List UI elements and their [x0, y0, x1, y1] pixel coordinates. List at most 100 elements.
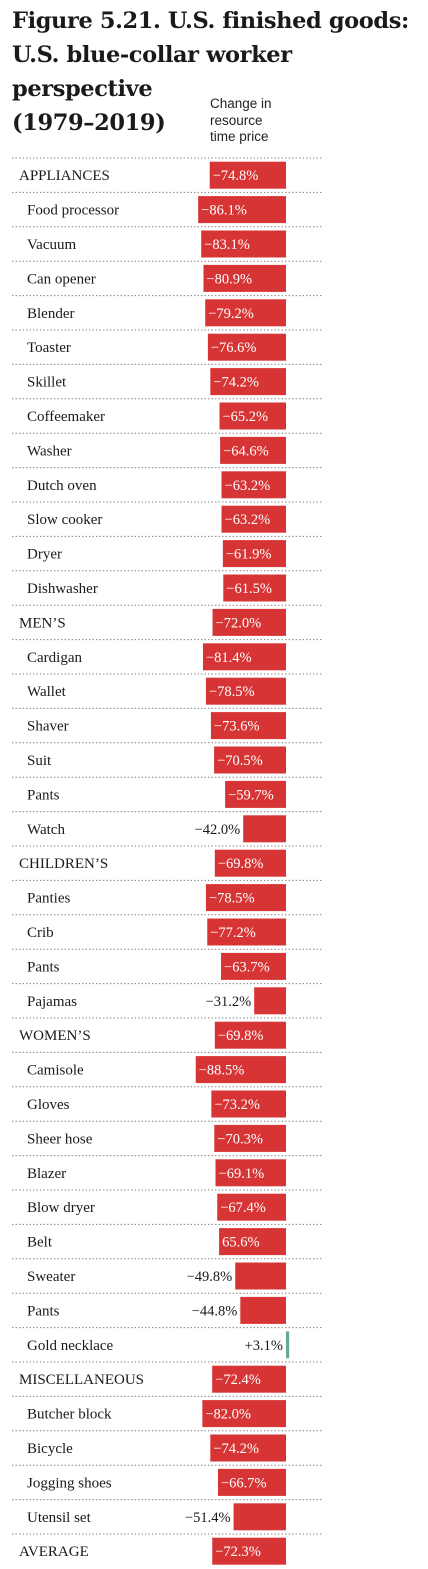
- row-label: Pants: [27, 1303, 60, 1319]
- bar: [254, 987, 286, 1015]
- data-label: −81.4%: [206, 650, 252, 666]
- bar: [202, 1400, 286, 1428]
- data-label: −66.7%: [221, 1475, 267, 1491]
- column-header: Change in resource time price: [210, 96, 300, 146]
- category-label: WOMEN’S: [19, 1028, 91, 1044]
- row-label: Wallet: [27, 684, 67, 700]
- data-label: −65.2%: [222, 409, 268, 425]
- row-label: Toaster: [27, 340, 71, 356]
- data-label: −88.5%: [199, 1063, 245, 1079]
- data-label: −74.8%: [213, 168, 259, 184]
- bar: [233, 1503, 286, 1531]
- bar: [222, 540, 286, 568]
- row-label: Utensil set: [27, 1510, 92, 1526]
- bar: [217, 1468, 286, 1496]
- row-label: Panties: [27, 891, 70, 907]
- data-label: −76.6%: [211, 340, 257, 356]
- bar: [198, 196, 286, 224]
- bar: [212, 1365, 286, 1393]
- row-label: Dutch oven: [27, 478, 97, 494]
- data-label: −67.4%: [220, 1200, 266, 1216]
- row-label: Jogging shoes: [27, 1475, 112, 1491]
- data-label: −69.8%: [218, 1028, 264, 1044]
- row-label: Butcher block: [27, 1407, 112, 1423]
- category-label: MEN’S: [19, 615, 66, 631]
- bar: [210, 712, 286, 740]
- data-label: −72.3%: [215, 1544, 261, 1560]
- data-label: −59.7%: [228, 787, 274, 803]
- data-label: −31.2%: [206, 994, 252, 1010]
- row-label: Skillet: [27, 375, 67, 391]
- title-line-1: Figure 5.21. U.S. finished goods:: [12, 8, 409, 34]
- bar: [205, 677, 286, 705]
- row-label: Dishwasher: [27, 581, 98, 597]
- bar: [217, 1193, 286, 1221]
- bar: [210, 1434, 286, 1462]
- column-header-line-1: Change in: [210, 96, 272, 111]
- bar: [205, 884, 286, 912]
- bar: [209, 161, 286, 189]
- row-label: Crib: [27, 925, 54, 941]
- data-label: −86.1%: [201, 203, 247, 219]
- row-label: Dryer: [27, 547, 62, 563]
- row-label: Camisole: [27, 1063, 84, 1079]
- data-label: −61.9%: [226, 547, 272, 563]
- data-label: −74.2%: [213, 1441, 259, 1457]
- row-label: Blender: [27, 306, 74, 322]
- data-label: −78.5%: [209, 684, 255, 700]
- category-label: MISCELLANEOUS: [19, 1372, 144, 1388]
- title-line-2: U.S. blue-collar worker perspective: [12, 42, 292, 102]
- row-label: Food processor: [27, 203, 119, 219]
- data-label: −79.2%: [208, 306, 254, 322]
- bar: [212, 608, 286, 636]
- bar: [221, 952, 286, 980]
- bar: [219, 402, 286, 430]
- data-label: −73.6%: [214, 719, 260, 735]
- row-label: Belt: [27, 1235, 53, 1251]
- row-label: Sheer hose: [27, 1131, 93, 1147]
- row-label: Pants: [27, 959, 60, 975]
- row-label: Gold necklace: [27, 1338, 114, 1354]
- bar: [223, 574, 286, 602]
- bar: [207, 918, 286, 946]
- data-label: −72.0%: [216, 615, 262, 631]
- row-label: Sweater: [27, 1269, 75, 1285]
- data-label: −73.2%: [214, 1097, 260, 1113]
- bar: [214, 746, 286, 774]
- data-label: −42.0%: [195, 822, 241, 838]
- bar: [211, 1090, 286, 1118]
- column-header-line-2: resource: [210, 112, 263, 128]
- bar: [286, 1331, 290, 1359]
- bar: [212, 1537, 286, 1565]
- row-label: Pajamas: [27, 994, 77, 1010]
- data-label: −51.4%: [185, 1510, 231, 1526]
- row-label: Slow cooker: [27, 512, 102, 528]
- data-label: +3.1%: [245, 1338, 283, 1354]
- bar: [240, 1296, 286, 1324]
- chart-title: Figure 5.21. U.S. finished goods: U.S. b…: [12, 4, 426, 140]
- bar: [214, 1124, 286, 1152]
- bar: [221, 471, 286, 499]
- data-label: 65.6%: [222, 1235, 259, 1251]
- row-label: Blow dryer: [27, 1200, 95, 1216]
- data-label: −63.7%: [224, 959, 270, 975]
- row-label: Vacuum: [27, 237, 76, 253]
- row-label: Can opener: [27, 271, 96, 287]
- data-label: −69.1%: [219, 1166, 265, 1182]
- category-label: CHILDREN’S: [19, 856, 108, 872]
- data-label: −44.8%: [192, 1303, 238, 1319]
- category-label: AVERAGE: [19, 1544, 89, 1560]
- row-label: Cardigan: [27, 650, 82, 666]
- column-header-line-3: time price: [210, 129, 269, 144]
- bar: [214, 849, 286, 877]
- data-label: −69.8%: [218, 856, 264, 872]
- data-label: −82.0%: [205, 1407, 251, 1423]
- data-label: −77.2%: [210, 925, 256, 941]
- data-label: −70.5%: [217, 753, 263, 769]
- bar: [207, 333, 286, 361]
- data-label: −49.8%: [187, 1269, 233, 1285]
- bar: [243, 815, 286, 843]
- data-label: −78.5%: [209, 891, 255, 907]
- row-label: Watch: [27, 822, 65, 838]
